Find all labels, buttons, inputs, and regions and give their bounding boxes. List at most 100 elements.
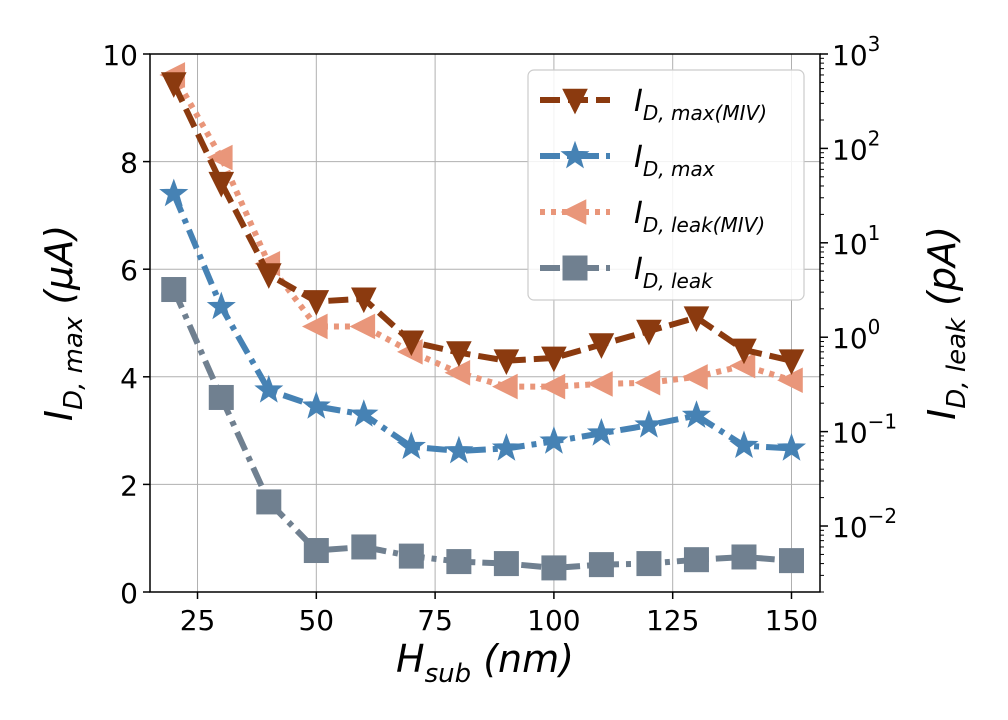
right-y-tick-label: 101 bbox=[832, 221, 880, 261]
data-point-id-max-miv bbox=[208, 171, 235, 198]
right-y-axis-label-sub: D, leak bbox=[942, 317, 972, 409]
data-point-id-max-miv bbox=[446, 341, 472, 367]
data-point-id-leak bbox=[303, 538, 329, 564]
data-point-id-leak bbox=[541, 555, 567, 581]
legend-marker bbox=[562, 255, 588, 281]
data-point-id-max bbox=[491, 433, 521, 461]
data-point-id-max bbox=[586, 418, 616, 446]
left-y-axis: 0 2 4 6 8 10 bbox=[102, 39, 150, 610]
left-y-tick-label: 0 bbox=[120, 577, 138, 610]
left-y-axis-label-main: I bbox=[37, 410, 81, 421]
data-point-id-max-miv bbox=[683, 306, 710, 332]
data-point-id-leak bbox=[683, 547, 709, 573]
legend-entry-id-max-miv: ID, max(MIV) bbox=[540, 84, 767, 125]
legend-entry-id-leak-miv: ID, leak(MIV) bbox=[540, 196, 765, 237]
x-tick-label: 25 bbox=[180, 604, 216, 637]
left-y-tick-label: 6 bbox=[120, 254, 138, 287]
series-id-max-miv bbox=[160, 72, 805, 375]
data-point-id-max-miv bbox=[493, 349, 520, 375]
left-y-axis-label-unit: (μA) bbox=[37, 225, 81, 317]
x-axis: 25 50 75 100 125 150 bbox=[180, 592, 818, 637]
data-point-id-max-miv bbox=[588, 333, 615, 359]
data-point-id-max-miv bbox=[541, 346, 567, 373]
left-y-axis-label: ID, max (μA) bbox=[37, 225, 89, 421]
data-point-id-max-miv bbox=[303, 290, 330, 316]
right-y-axis: 10−2 10−1 100 101 102 103 bbox=[820, 32, 897, 593]
data-point-id-max-miv bbox=[160, 72, 187, 98]
data-point-id-leak-miv bbox=[349, 313, 376, 340]
legend-label: ID, leak(MIV) bbox=[634, 196, 765, 237]
data-point-id-leak bbox=[731, 544, 757, 570]
data-point-id-max bbox=[396, 431, 426, 460]
left-y-tick-label: 4 bbox=[120, 362, 138, 395]
data-point-id-leak-miv bbox=[539, 373, 566, 400]
left-y-tick-label: 8 bbox=[120, 147, 138, 180]
data-point-id-leak bbox=[256, 489, 282, 515]
right-y-tick-label: 10−2 bbox=[832, 504, 897, 544]
legend-marker bbox=[562, 88, 588, 115]
legend-entry-id-leak: ID, leak bbox=[540, 252, 714, 293]
data-point-id-leak bbox=[636, 551, 662, 577]
legend: ID, max(MIV) ID, max ID, leak(MIV) ID, leak bbox=[527, 69, 805, 301]
x-tick-label: 75 bbox=[417, 604, 453, 637]
data-point-id-leak-miv bbox=[206, 144, 233, 171]
data-point-id-max-miv bbox=[398, 330, 425, 357]
data-point-id-leak bbox=[208, 384, 234, 410]
x-tick-label: 125 bbox=[646, 604, 699, 637]
series-id-leak bbox=[161, 277, 804, 581]
x-axis-label-unit: (nm) bbox=[471, 637, 574, 681]
right-y-tick-label: 100 bbox=[832, 315, 880, 355]
data-point-id-max-miv bbox=[351, 287, 377, 314]
data-point-id-leak bbox=[588, 552, 614, 578]
data-point-id-max-miv bbox=[636, 319, 662, 346]
data-point-id-max bbox=[776, 433, 807, 461]
x-tick-label: 100 bbox=[527, 604, 580, 637]
series-line-id-leak bbox=[171, 288, 792, 571]
data-point-id-leak bbox=[161, 277, 187, 303]
data-point-id-leak bbox=[493, 551, 519, 577]
data-point-id-max bbox=[159, 178, 189, 207]
data-point-id-max bbox=[634, 409, 664, 438]
data-point-id-max bbox=[539, 426, 569, 454]
data-point-id-max-miv bbox=[255, 263, 282, 289]
left-y-tick-label: 2 bbox=[120, 469, 138, 502]
data-point-id-max-miv bbox=[731, 338, 757, 365]
legend-marker bbox=[560, 140, 590, 169]
right-y-tick-label: 10−1 bbox=[832, 410, 897, 450]
legend-label: ID, leak bbox=[634, 252, 714, 293]
data-point-id-max bbox=[206, 291, 236, 320]
data-point-id-max bbox=[349, 399, 379, 427]
data-point-id-leak-miv bbox=[587, 371, 613, 397]
x-tick-label: 50 bbox=[298, 604, 334, 637]
legend-box bbox=[527, 69, 805, 301]
data-point-id-leak-miv bbox=[301, 313, 328, 340]
series-line-id-max-miv bbox=[171, 82, 793, 364]
data-point-id-max bbox=[254, 374, 284, 403]
x-tick-label: 150 bbox=[765, 604, 818, 637]
series-id-max bbox=[159, 178, 807, 464]
data-point-id-leak bbox=[351, 534, 377, 560]
legend-label: ID, max bbox=[634, 140, 715, 181]
legend-entry-id-max: ID, max bbox=[540, 140, 715, 181]
data-point-id-max bbox=[301, 391, 331, 419]
right-y-axis-label-unit: (pA) bbox=[920, 226, 964, 318]
data-point-id-max bbox=[444, 435, 474, 464]
series-line-id-max bbox=[171, 192, 792, 454]
data-point-id-leak-miv bbox=[444, 359, 471, 386]
series-layer bbox=[159, 62, 807, 581]
data-point-id-max bbox=[681, 400, 712, 428]
data-point-id-leak bbox=[398, 543, 424, 569]
left-y-tick-label: 10 bbox=[102, 39, 138, 72]
right-y-tick-label: 103 bbox=[832, 32, 880, 72]
right-y-tick-label: 102 bbox=[832, 126, 880, 166]
right-y-axis-label-main: I bbox=[920, 409, 964, 420]
x-axis-label: Hsub (nm) bbox=[396, 637, 574, 689]
data-point-id-leak-miv bbox=[682, 364, 708, 390]
data-point-id-max-miv bbox=[778, 349, 805, 375]
data-point-id-leak-miv bbox=[492, 373, 518, 400]
data-point-id-leak bbox=[446, 549, 472, 575]
legend-label: ID, max(MIV) bbox=[634, 84, 767, 125]
left-y-axis-label-sub: D, max bbox=[59, 316, 89, 410]
x-axis-label-sub: sub bbox=[425, 659, 472, 689]
